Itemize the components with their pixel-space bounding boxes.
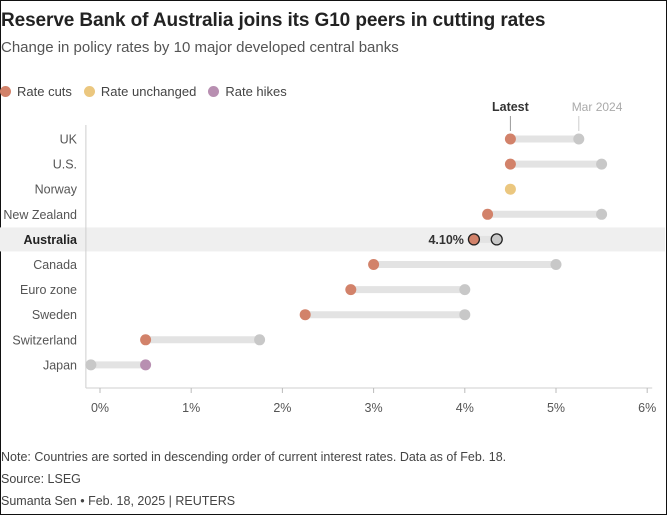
column-header-latest: Latest xyxy=(492,100,530,114)
latest-dot-australia xyxy=(467,233,481,246)
previous-dot-japan xyxy=(85,359,97,371)
row-label-new-zealand: New Zealand xyxy=(3,208,77,222)
previous-dot-switzerland xyxy=(254,334,266,346)
x-tick-label-1: 1% xyxy=(182,401,200,415)
footer-note: Note: Countries are sorted in descending… xyxy=(1,450,507,464)
previous-dot-australia xyxy=(490,233,503,246)
chart-legend: Rate cuts Rate unchanged Rate hikes xyxy=(0,84,299,99)
row-label-norway: Norway xyxy=(35,183,78,197)
row-label-uk: UK xyxy=(60,133,78,147)
previous-dot-sweden xyxy=(459,309,471,321)
latest-dot-sweden xyxy=(299,309,311,321)
footer-source: Source: LSEG xyxy=(1,472,81,486)
latest-dot-u-s xyxy=(504,158,516,170)
legend-item-rate-cuts: Rate cuts xyxy=(0,84,72,99)
legend-label-rate-cuts: Rate cuts xyxy=(17,84,72,99)
latest-dot-switzerland xyxy=(140,334,152,346)
legend-label-rate-hikes: Rate hikes xyxy=(225,84,287,99)
legend-dot-rate-cuts xyxy=(0,86,11,97)
row-label-switzerland: Switzerland xyxy=(12,333,77,347)
previous-dot-u-s xyxy=(596,158,608,170)
legend-item-rate-unchanged: Rate unchanged xyxy=(83,84,197,99)
row-label-u-s: U.S. xyxy=(53,158,77,172)
dot-plot-chart: Latest Mar 2024 0% 1% 2% 3% 4% 5% 6% UK U.S. Norway… xyxy=(0,100,665,415)
previous-dot-euro-zone xyxy=(459,284,471,296)
x-tick-label-4: 4% xyxy=(456,401,474,415)
latest-dot-new-zealand xyxy=(482,208,494,220)
highlight-band xyxy=(0,227,665,252)
row-label-sweden: Sweden xyxy=(32,308,77,322)
row-label-canada: Canada xyxy=(33,258,77,272)
legend-dot-rate-hikes xyxy=(208,86,220,97)
chart-title: Reserve Bank of Australia joins its G10 … xyxy=(1,10,546,31)
x-tick-label-2: 2% xyxy=(273,401,291,415)
row-label-australia: Australia xyxy=(24,233,79,247)
previous-dot-canada xyxy=(550,259,562,270)
latest-dot-euro-zone xyxy=(345,284,357,296)
x-tick-label-0: 0% xyxy=(91,401,109,415)
legend-dot-rate-unchanged xyxy=(83,86,95,97)
latest-dot-canada xyxy=(368,259,380,270)
x-tick-label-3: 3% xyxy=(365,401,383,415)
previous-dot-new-zealand xyxy=(596,208,608,220)
x-tick-label-6: 6% xyxy=(638,401,656,415)
latest-dot-uk xyxy=(504,133,516,145)
legend-item-rate-hikes: Rate hikes xyxy=(208,84,287,99)
latest-dot-japan xyxy=(140,359,152,371)
row-label-japan: Japan xyxy=(43,358,77,372)
chart-subtitle: Change in policy rates by 10 major devel… xyxy=(1,39,399,56)
row-label-euro-zone: Euro zone xyxy=(20,283,77,297)
previous-dot-uk xyxy=(573,133,585,145)
legend-label-rate-unchanged: Rate unchanged xyxy=(100,84,197,99)
latest-dot-norway xyxy=(504,183,516,195)
x-tick-label-5: 5% xyxy=(547,401,565,415)
highlight-value-label: 4.10% xyxy=(428,233,463,247)
column-header-previous: Mar 2024 xyxy=(572,100,623,114)
footer-credit: Sumanta Sen • Feb. 18, 2025 | REUTERS xyxy=(1,494,236,508)
